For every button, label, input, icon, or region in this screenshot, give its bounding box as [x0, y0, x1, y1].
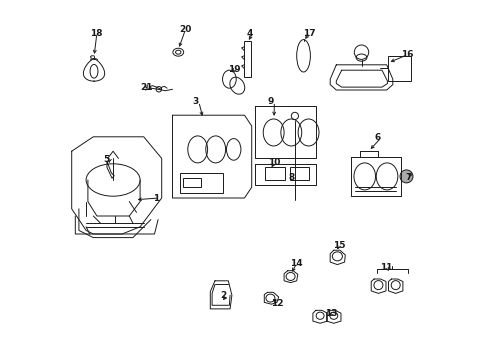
Text: 3: 3	[192, 97, 198, 106]
Text: 1: 1	[152, 194, 159, 202]
Bar	[387, 56, 410, 81]
Text: 6: 6	[374, 133, 380, 142]
Text: 2: 2	[220, 292, 226, 300]
Text: 21: 21	[140, 83, 152, 91]
Text: 9: 9	[267, 97, 274, 106]
Text: 5: 5	[103, 154, 109, 163]
Bar	[289, 167, 309, 180]
Text: 7: 7	[404, 173, 410, 181]
Text: 14: 14	[289, 259, 302, 268]
Circle shape	[399, 170, 412, 183]
Text: 4: 4	[246, 29, 252, 37]
Text: 8: 8	[288, 173, 294, 181]
Text: 17: 17	[302, 29, 315, 37]
Text: 11: 11	[380, 263, 392, 271]
Bar	[183, 178, 201, 187]
Bar	[244, 41, 250, 77]
Text: 13: 13	[325, 309, 337, 318]
Bar	[179, 173, 223, 193]
Bar	[265, 167, 285, 180]
Text: 20: 20	[179, 25, 191, 34]
Text: 12: 12	[271, 298, 284, 307]
Text: 18: 18	[90, 29, 102, 37]
Text: 15: 15	[332, 241, 345, 250]
Text: 16: 16	[400, 50, 413, 59]
Text: 10: 10	[267, 158, 280, 167]
Text: 19: 19	[228, 65, 241, 74]
